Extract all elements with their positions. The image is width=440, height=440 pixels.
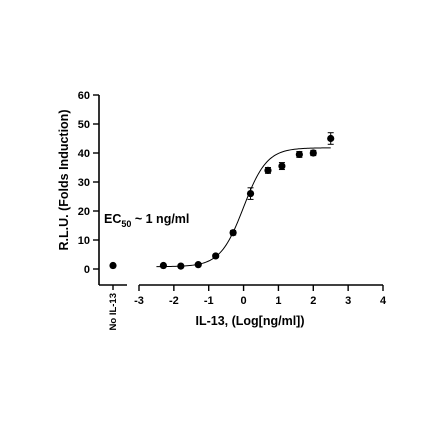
control-label: No IL-13 bbox=[108, 293, 119, 330]
y-tick-label: 30 bbox=[78, 177, 90, 189]
y-tick-label: 20 bbox=[78, 206, 90, 218]
y-tick-label: 50 bbox=[78, 119, 90, 131]
x-axis-ticks: -3 -2 -1 0 1 2 3 4 bbox=[134, 285, 387, 307]
y-tick-label: 40 bbox=[78, 148, 90, 160]
ec50-prefix: EC bbox=[104, 212, 121, 226]
x-tick-label: 1 bbox=[275, 295, 281, 307]
x-tick-label: 2 bbox=[310, 295, 316, 307]
y-tick-label: 60 bbox=[78, 90, 90, 102]
y-axis-title: R.L.U. (Folds Induction) bbox=[57, 110, 71, 251]
data-point bbox=[159, 261, 167, 270]
data-point bbox=[309, 149, 317, 157]
x-tick-label: 4 bbox=[380, 295, 387, 307]
x-tick-label: -2 bbox=[169, 295, 179, 307]
x-tick-label: 3 bbox=[345, 295, 351, 307]
data-point bbox=[229, 229, 237, 237]
data-point bbox=[278, 162, 286, 170]
data-point bbox=[295, 150, 303, 159]
data-point bbox=[212, 252, 220, 260]
y-tick-label: 0 bbox=[84, 264, 90, 276]
x-tick-label: -1 bbox=[204, 295, 214, 307]
x-tick-label: 0 bbox=[241, 295, 247, 307]
y-tick-label: 10 bbox=[78, 235, 90, 247]
data-point bbox=[246, 190, 255, 198]
data-points bbox=[109, 132, 335, 270]
x-tick-label: -3 bbox=[134, 295, 144, 307]
ec50-annotation: EC50 ~ 1 ng/ml bbox=[104, 212, 189, 229]
data-point bbox=[194, 261, 202, 269]
ec50-subscript: 50 bbox=[121, 219, 131, 229]
data-point bbox=[177, 262, 185, 270]
fit-curve bbox=[156, 147, 331, 268]
y-axis-ticks: 0 10 20 30 40 50 60 bbox=[78, 90, 99, 276]
data-point bbox=[264, 166, 272, 174]
data-point bbox=[327, 134, 335, 143]
x-axis-title: IL-13, (Log[ng/ml]) bbox=[195, 314, 304, 328]
control-point bbox=[109, 261, 117, 270]
ec50-suffix: ~ 1 ng/ml bbox=[131, 212, 189, 226]
control-axes bbox=[98, 95, 127, 290]
